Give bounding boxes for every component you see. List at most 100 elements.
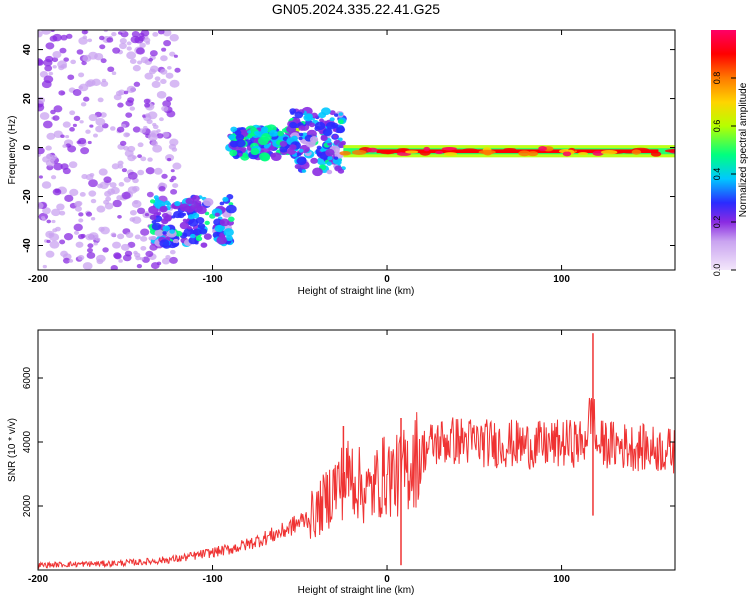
spectrogram-blob xyxy=(203,233,212,240)
spectrogram-blob xyxy=(38,58,43,66)
spectrogram-blob xyxy=(51,57,59,63)
spectrogram-blob xyxy=(298,136,303,141)
spectrogram-blob xyxy=(78,137,87,145)
spectrogram-blob xyxy=(329,110,336,116)
spectrogram-blob xyxy=(45,145,52,151)
spectrogram-blob xyxy=(125,112,133,118)
spectrogram-blob xyxy=(314,121,326,131)
spectrogram-blob xyxy=(118,182,125,187)
spectrogram-blob xyxy=(140,30,150,37)
spectrogram-blob xyxy=(69,127,75,132)
spectrogram-blob xyxy=(126,51,137,60)
spectrogram-blob xyxy=(144,72,154,80)
spectrogram-blob xyxy=(38,175,43,179)
spectrogram-blob xyxy=(260,126,269,133)
spectrogram-blob xyxy=(173,54,178,58)
spectrogram-blob xyxy=(90,217,96,221)
spectrogram-blob xyxy=(154,76,161,81)
band-blob xyxy=(538,145,547,152)
spectrogram-blob xyxy=(75,241,84,248)
spectrogram-blob xyxy=(42,120,53,129)
spectrogram-blob xyxy=(39,112,50,120)
spectrogram-blob xyxy=(60,134,65,139)
spectrogram-blob xyxy=(188,236,199,245)
spectrogram-blob xyxy=(117,214,122,219)
spectrogram-blob xyxy=(161,212,169,219)
spectrogram-blob xyxy=(153,195,159,200)
spectrogram-blob xyxy=(192,195,200,202)
spectrogram-blob xyxy=(172,238,179,244)
spectrogram-blob xyxy=(145,250,154,258)
spectrogram-blob xyxy=(204,211,210,216)
spectrogram-blob xyxy=(156,133,164,139)
band-blob xyxy=(461,148,479,153)
spectrogram-blob xyxy=(69,110,76,116)
spectrogram-blob xyxy=(145,167,155,175)
spectrogram-blob xyxy=(112,199,122,208)
spectrogram-blob xyxy=(170,175,177,181)
spectrogram-blob xyxy=(110,232,117,237)
spectrogram-blob xyxy=(127,97,135,103)
spectrogram-blob xyxy=(60,34,68,41)
spectrogram-blob xyxy=(146,191,154,198)
spectrogram-blob xyxy=(170,189,178,195)
spectrogram-blob xyxy=(79,192,86,197)
spectrogram-blob xyxy=(169,256,178,264)
spectrogram-blob xyxy=(46,132,56,140)
y-tick-label: 20 xyxy=(22,93,33,105)
spectrogram-blob xyxy=(123,90,129,95)
spectrogram-region xyxy=(225,124,301,162)
spectrogram-blob xyxy=(85,129,91,134)
spectrogram-blob xyxy=(111,163,120,170)
band-blob xyxy=(600,150,618,155)
spectrogram-blob xyxy=(66,33,73,39)
spectrogram-blob xyxy=(120,30,126,33)
spectrogram-blob xyxy=(296,156,307,166)
spectrogram-blob xyxy=(72,123,77,127)
spectrogram-blob xyxy=(191,212,200,219)
spectrogram-blob xyxy=(132,155,137,160)
spectrogram-blob xyxy=(214,212,220,217)
spectrogram-blob xyxy=(131,200,142,208)
spectrogram-blob xyxy=(169,229,175,234)
spectrogram-blob xyxy=(50,109,56,115)
spectrogram-blob xyxy=(140,245,147,251)
spectrogram-blob xyxy=(216,235,227,245)
spectrogram-blob xyxy=(64,194,74,202)
spectrogram-blob xyxy=(143,37,151,43)
spectrogram-blob xyxy=(152,122,157,127)
spectrogram-blob xyxy=(153,167,163,175)
spectrogram-blob xyxy=(298,148,304,153)
spectrogram-blob xyxy=(127,171,138,180)
spectrogram-blob xyxy=(120,123,127,128)
spectrogram-blob xyxy=(161,105,169,112)
spectrogram-blob xyxy=(179,221,190,230)
spectrogram-blob xyxy=(152,31,159,37)
snr-series-line xyxy=(38,397,675,570)
spectrogram-blob xyxy=(144,113,151,118)
colorbar-ticks: 0.0 0.2 0.4 0.6 0.8 xyxy=(712,72,736,276)
spectrogram-blob xyxy=(129,58,137,64)
band-blob xyxy=(664,149,675,153)
spectrogram-region xyxy=(38,30,182,270)
spectrogram-blob xyxy=(102,247,109,253)
colorbar-tick-label: 0.8 xyxy=(712,72,722,85)
spectrogram-blob xyxy=(338,112,344,116)
spectrogram-blob xyxy=(88,113,98,122)
band-blob xyxy=(379,150,395,155)
spectrogram-blob xyxy=(89,124,94,128)
spectrogram-blob xyxy=(151,140,158,147)
y-tick-label: 4000 xyxy=(22,430,33,453)
spectrogram-blob xyxy=(333,156,339,160)
spectrogram-blob xyxy=(51,219,56,224)
spectrogram-blob xyxy=(111,71,117,76)
spectrogram-blob xyxy=(74,201,82,207)
spectrogram-blob xyxy=(270,152,282,161)
spectrogram-blob xyxy=(95,237,101,242)
spectrogram-blob xyxy=(120,243,130,251)
spectrogram-blob xyxy=(53,162,63,171)
spectrogram-blob xyxy=(172,162,182,170)
spectrogram-blob xyxy=(235,134,245,141)
x-tick-label: 100 xyxy=(553,274,570,285)
